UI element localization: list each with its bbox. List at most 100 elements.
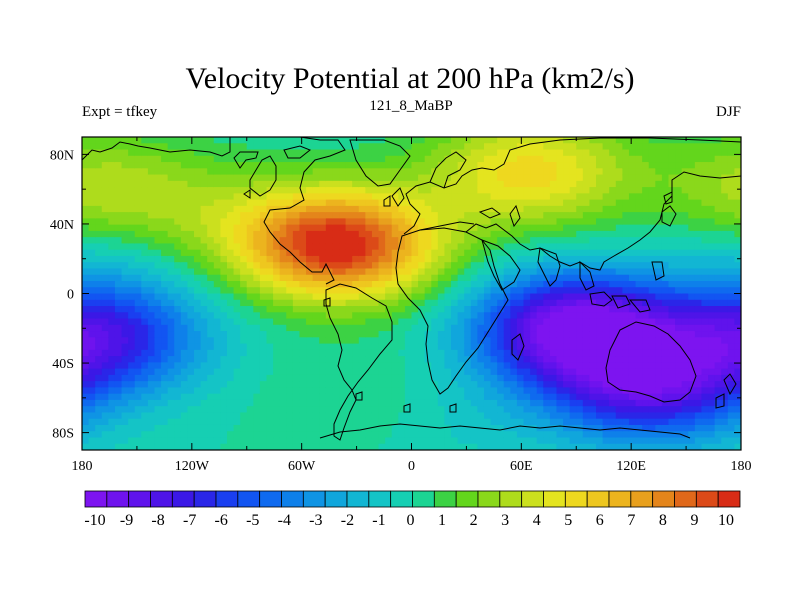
field-cell xyxy=(648,443,656,450)
field-cell xyxy=(365,155,373,163)
field-cell xyxy=(727,331,736,338)
field-cell xyxy=(675,162,683,169)
field-cell xyxy=(385,393,393,401)
field-cell xyxy=(516,312,525,320)
field-cell xyxy=(101,224,109,232)
field-cell xyxy=(121,306,129,313)
field-cell xyxy=(161,162,169,169)
field-cell xyxy=(273,137,281,144)
field-cell xyxy=(154,349,162,357)
field-cell xyxy=(701,180,709,188)
field-cell xyxy=(437,187,446,194)
field-cell xyxy=(668,412,676,420)
field-cell xyxy=(708,162,716,169)
field-cell xyxy=(497,318,505,326)
field-cell xyxy=(694,412,703,420)
field-cell xyxy=(470,230,478,238)
field-cell xyxy=(628,249,637,257)
field-cell xyxy=(398,187,406,194)
field-cell xyxy=(312,312,320,320)
field-cell xyxy=(213,162,221,169)
field-cell xyxy=(734,249,741,257)
field-cell xyxy=(253,349,261,357)
field-cell xyxy=(286,381,294,388)
field-cell xyxy=(543,318,551,326)
field-cell xyxy=(194,199,202,207)
field-cell xyxy=(200,143,208,151)
field-cell xyxy=(378,155,386,163)
field-cell xyxy=(688,218,696,226)
field-cell xyxy=(233,362,241,370)
field-cell xyxy=(661,406,670,414)
field-cell xyxy=(635,205,643,213)
field-cell xyxy=(661,155,670,163)
field-cell xyxy=(418,393,426,401)
field-cell xyxy=(352,418,360,426)
field-cell xyxy=(345,424,353,432)
field-cell xyxy=(292,412,301,420)
field-cell xyxy=(675,143,683,151)
field-cell xyxy=(424,424,432,432)
field-cell xyxy=(240,168,248,176)
field-cell xyxy=(95,424,103,432)
field-cell xyxy=(576,230,584,238)
field-cell xyxy=(523,406,531,414)
field-cell xyxy=(174,381,182,388)
field-cell xyxy=(477,287,485,295)
field-cell xyxy=(464,155,472,163)
field-cell xyxy=(352,406,360,414)
field-cell xyxy=(582,193,591,201)
field-cell xyxy=(457,399,465,407)
field-cell xyxy=(174,431,182,439)
field-cell xyxy=(167,137,175,144)
field-cell xyxy=(378,331,386,338)
field-cell xyxy=(516,412,525,420)
field-cell xyxy=(536,293,544,301)
field-cell xyxy=(543,237,551,245)
field-cell xyxy=(352,168,360,176)
field-cell xyxy=(207,331,215,338)
field-cell xyxy=(431,199,439,207)
field-cell xyxy=(167,299,175,307)
field-cell xyxy=(622,356,630,363)
field-cell xyxy=(451,443,459,450)
field-cell xyxy=(681,224,689,232)
field-cell xyxy=(411,387,419,395)
field-cell xyxy=(490,199,498,207)
field-cell xyxy=(418,299,426,307)
field-cell xyxy=(569,418,577,426)
field-cell xyxy=(174,293,182,301)
field-cell xyxy=(510,174,518,182)
field-cell xyxy=(602,387,610,395)
field-cell xyxy=(543,356,551,363)
field-cell xyxy=(213,149,221,157)
field-cell xyxy=(582,431,591,439)
field-cell xyxy=(332,349,340,357)
field-cell xyxy=(128,299,136,307)
field-cell xyxy=(556,443,564,450)
field-cell xyxy=(128,362,136,370)
field-cell xyxy=(174,412,182,420)
field-cell xyxy=(675,424,683,432)
field-cell xyxy=(714,287,722,295)
field-cell xyxy=(424,218,432,226)
field-cell xyxy=(701,255,709,263)
field-cell xyxy=(352,293,360,301)
field-cell xyxy=(286,393,294,401)
field-cell xyxy=(161,293,169,301)
field-cell xyxy=(95,299,103,307)
field-cell xyxy=(108,337,116,345)
field-cell xyxy=(240,393,248,401)
field-cell xyxy=(721,255,729,263)
field-cell xyxy=(101,293,109,301)
field-cell xyxy=(319,174,327,182)
field-cell xyxy=(121,162,129,169)
field-cell xyxy=(622,280,630,288)
field-cell xyxy=(286,312,294,320)
field-cell xyxy=(246,293,254,301)
field-cell xyxy=(233,255,241,263)
field-cell xyxy=(721,324,729,332)
field-cell xyxy=(675,224,683,232)
field-cell xyxy=(444,187,452,194)
field-cell xyxy=(108,343,116,351)
